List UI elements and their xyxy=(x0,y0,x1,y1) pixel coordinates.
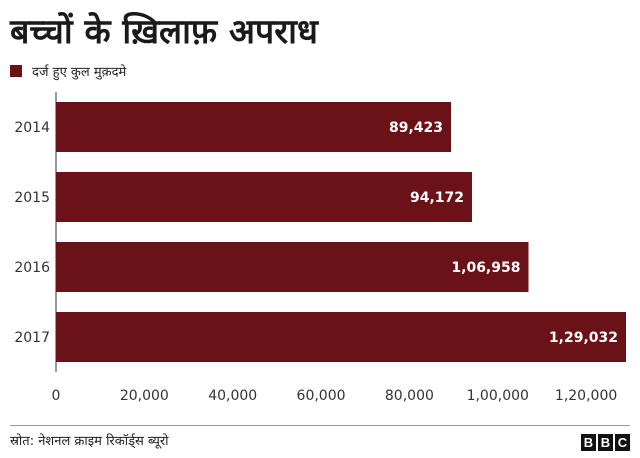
y-tick-label-2014: 2014 xyxy=(14,120,50,136)
legend-swatch xyxy=(10,65,22,77)
y-tick-label-2015: 2015 xyxy=(14,190,50,206)
source-note: स्रोत: नेशनल क्राइम रिकॉर्ड्स ब्यूरो xyxy=(10,434,169,449)
x-tick-label-3: 60,000 xyxy=(297,388,346,404)
x-tick-label-5: 1,00,000 xyxy=(467,388,529,404)
bbc-logo: B B C xyxy=(581,434,630,451)
y-tick-label-2017: 2017 xyxy=(14,330,50,346)
x-tick-label-4: 80,000 xyxy=(385,388,434,404)
bar-value-label-2016: 1,06,958 xyxy=(451,260,520,276)
y-tick-label-2016: 2016 xyxy=(14,260,50,276)
footer-divider xyxy=(10,425,630,426)
legend: दर्ज हुए कुल मुक़दमे xyxy=(10,62,126,80)
logo-letter-b2: B xyxy=(598,434,613,451)
x-tick-label-2: 40,000 xyxy=(208,388,257,404)
x-tick-label-6: 1,20,000 xyxy=(555,388,617,404)
x-tick-label-0: 0 xyxy=(52,388,61,404)
bar-2016 xyxy=(56,242,529,292)
bar-2017 xyxy=(56,312,626,362)
x-tick-label-1: 20,000 xyxy=(120,388,169,404)
logo-letter-c: C xyxy=(615,434,630,451)
bar-2014 xyxy=(56,102,452,152)
bar-value-label-2014: 89,423 xyxy=(389,120,443,136)
logo-letter-b1: B xyxy=(581,434,596,451)
bar-value-label-2017: 1,29,032 xyxy=(549,330,618,346)
bar-2015 xyxy=(56,172,473,222)
bar-value-label-2015: 94,172 xyxy=(410,190,464,206)
legend-label: दर्ज हुए कुल मुक़दमे xyxy=(32,65,127,80)
chart-title: बच्चों के ख़िलाफ़ अपराध xyxy=(10,12,318,52)
